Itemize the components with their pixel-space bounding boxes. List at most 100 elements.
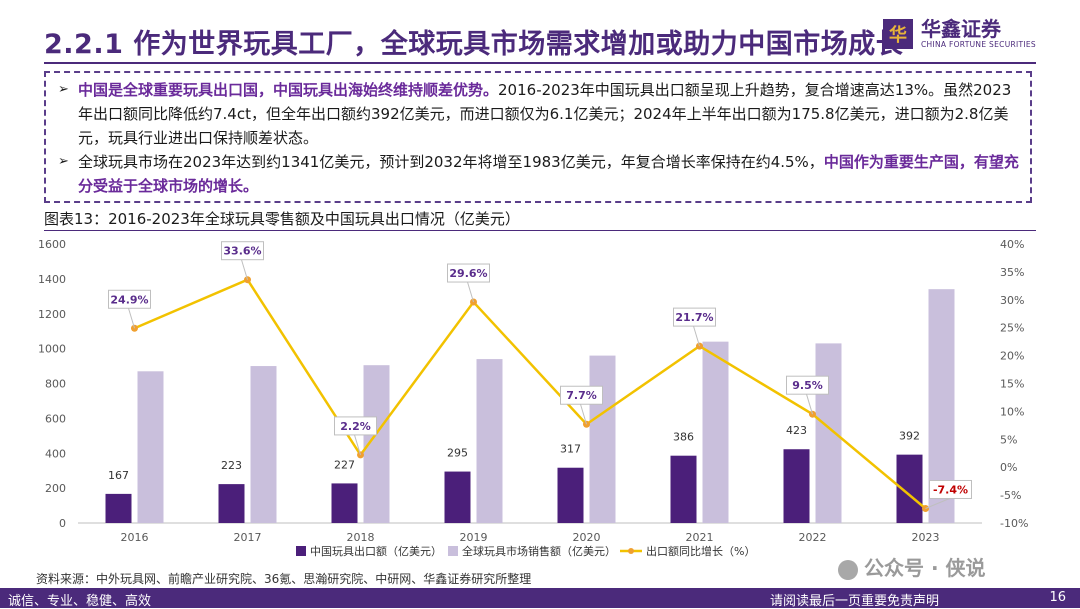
- y-left-tick-label: 200: [45, 482, 66, 495]
- title-divider: [44, 62, 1036, 64]
- bar-global-market: [250, 366, 277, 523]
- bar-china-export: [670, 455, 697, 523]
- data-callout-box: [447, 263, 490, 283]
- bar-global-market: [815, 343, 842, 523]
- y-right-tick-label: -5%: [1000, 489, 1021, 502]
- x-tick-label: 2021: [686, 531, 714, 544]
- data-callout-line: [925, 498, 950, 509]
- y-left-tick-label: 1000: [38, 343, 66, 356]
- data-callout-box: [334, 416, 377, 436]
- y-right-tick-label: 0%: [1000, 461, 1017, 474]
- legend-swatch: [448, 546, 458, 556]
- bullet-2-highlight: 中国作为重要生产国，有望充分受益于全球市场的增长。: [78, 153, 1019, 195]
- y-right-tick-label: 30%: [1000, 294, 1024, 307]
- data-callout-line: [806, 394, 813, 415]
- x-tick-label: 2023: [912, 531, 940, 544]
- x-tick-label: 2016: [121, 531, 149, 544]
- line-data-label: 2.2%: [340, 420, 371, 433]
- bullet-1: ➢ 中国是全球重要玩具出口国，中国玩具出海始终维持顺差优势。2016-2023年…: [58, 78, 1020, 150]
- bar-china-export: [783, 449, 810, 523]
- x-tick-label: 2022: [799, 531, 827, 544]
- data-callout-line: [467, 281, 474, 303]
- bar-china-export: [557, 467, 584, 523]
- y-left-tick-label: 0: [59, 517, 66, 530]
- data-callout-box: [108, 289, 151, 309]
- summary-box: ➢ 中国是全球重要玩具出口国，中国玩具出海始终维持顺差优势。2016-2023年…: [44, 71, 1032, 203]
- bar-global-market: [589, 355, 616, 523]
- data-callout-line: [241, 259, 248, 280]
- line-data-label: 21.7%: [675, 311, 713, 324]
- data-callout-line: [580, 404, 587, 425]
- footer-bar: 诚信、专业、稳健、高效 请阅读最后一页重要免责声明 16: [0, 588, 1080, 609]
- line-data-label: 24.9%: [110, 293, 148, 306]
- y-right-tick-label: 15%: [1000, 378, 1024, 391]
- caption-divider: [44, 230, 1036, 231]
- data-callout-box: [929, 479, 972, 499]
- y-left-tick-label: 1200: [38, 308, 66, 321]
- line-data-label: 7.7%: [566, 389, 597, 402]
- data-callout-box: [221, 241, 264, 261]
- bar-data-label: 317: [560, 443, 581, 456]
- y-right-tick-label: 20%: [1000, 350, 1024, 363]
- page-number: 16: [1049, 590, 1066, 605]
- footer-disclaimer: 请阅读最后一页重要免责声明: [770, 594, 940, 609]
- y-left-tick-label: 600: [45, 412, 66, 425]
- x-tick-label: 2020: [573, 531, 601, 544]
- y-left-tick-label: 400: [45, 447, 66, 460]
- combo-chart: 0 200 400 600 800 1000 1200 1400 1600 -10% -5% 0% 5%…: [38, 238, 1028, 558]
- data-callout-line: [354, 434, 361, 456]
- bar-data-label: 295: [447, 447, 468, 460]
- page-title: 2.2.1 作为世界玩具工厂，全球玩具市场需求增加或助力中国市场成长: [44, 29, 904, 60]
- legend-label: 全球玩具市场销售额（亿美元）: [462, 544, 616, 558]
- bullet-marker-icon: ➢: [58, 154, 69, 169]
- data-callout-box: [560, 385, 603, 405]
- bullet-1-text: 2016-2023年中国玩具出口额呈现上升趋势，复合增速高达13%。虽然2023…: [78, 81, 1012, 147]
- growth-point: [244, 276, 251, 284]
- bar-data-label: 386: [673, 431, 694, 444]
- bar-data-label: 423: [786, 424, 807, 437]
- y-right-tick-label: 5%: [1000, 433, 1017, 446]
- bullet-2: ➢ 全球玩具市场在2023年达到约1341亿美元，预计到2032年将增至1983…: [58, 150, 1020, 198]
- line-data-label: 33.6%: [223, 245, 261, 258]
- bar-china-export: [331, 483, 358, 523]
- footer-motto: 诚信、专业、稳健、高效: [8, 594, 152, 609]
- y-left-tick-label: 1600: [38, 238, 66, 251]
- bar-data-label: 392: [899, 430, 920, 443]
- chart-caption: 图表13：2016-2023年全球玩具零售额及中国玩具出口情况（亿美元）: [44, 210, 520, 228]
- growth-point: [357, 451, 364, 459]
- x-tick-label: 2018: [347, 531, 375, 544]
- growth-point: [583, 420, 590, 428]
- logo-cn-text: 华鑫证券: [920, 17, 1001, 41]
- bar-china-export: [105, 493, 132, 523]
- watermark-text: 公众号 · 侠说: [864, 556, 986, 580]
- y-left-tick-label: 800: [45, 378, 66, 391]
- growth-line: [134, 278, 927, 510]
- wechat-icon: [838, 559, 858, 580]
- y-right-tick-label: 40%: [1000, 238, 1024, 251]
- y-right-tick-label: -10%: [1000, 517, 1028, 530]
- x-tick-label: 2017: [234, 531, 262, 544]
- bar-global-market: [476, 359, 503, 523]
- bar-data-label: 227: [334, 458, 355, 471]
- bar-data-label: 223: [221, 459, 242, 472]
- logo-icon: 华: [882, 18, 913, 49]
- source-note: 资料来源：中外玩具网、前瞻产业研究院、36氪、思瀚研究院、中研网、华鑫证券研究所…: [36, 572, 532, 586]
- legend-swatch: [296, 546, 306, 556]
- y-right-tick-label: 10%: [1000, 405, 1024, 418]
- bullet-2-text: 全球玩具市场在2023年达到约1341亿美元，预计到2032年将增至1983亿美…: [78, 153, 824, 171]
- watermark: 公众号 · 侠说: [838, 552, 986, 581]
- bar-global-market: [137, 371, 164, 523]
- bar-china-export: [218, 484, 245, 523]
- legend-label: 出口额同比增长（%）: [646, 544, 755, 558]
- legend-marker: [628, 548, 634, 554]
- bullet-marker-icon: ➢: [58, 82, 69, 97]
- data-callout-line: [128, 308, 135, 329]
- logo-en-text: CHINA FORTUNE SECURITIES: [920, 40, 1036, 49]
- y-right-tick-label: 35%: [1000, 266, 1024, 279]
- line-data-label: -7.4%: [933, 483, 968, 496]
- data-callout-box: [786, 375, 829, 395]
- company-logo: 华 华鑫证券 CHINA FORTUNE SECURITIES: [882, 17, 1036, 49]
- bullet-1-highlight: 中国是全球重要玩具出口国，中国玩具出海始终维持顺差优势。: [78, 81, 499, 99]
- growth-point: [696, 342, 703, 350]
- bar-data-label: 167: [108, 469, 129, 482]
